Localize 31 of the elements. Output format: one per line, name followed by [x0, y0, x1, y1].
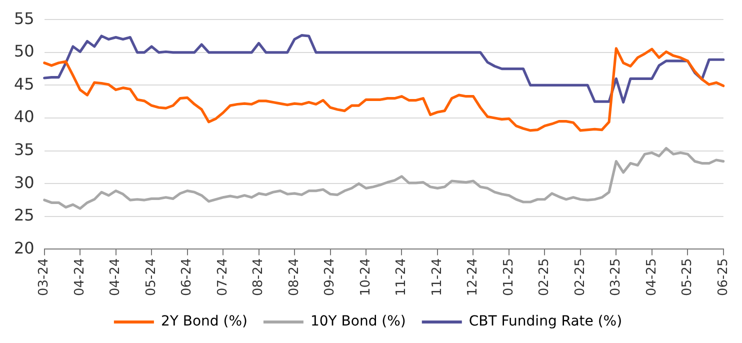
- y-tick-label: 25: [14, 206, 34, 225]
- x-tick-label: 08-24: [251, 258, 266, 296]
- x-tick-label: 11-24: [430, 258, 445, 296]
- x-tick-label: 04-24: [72, 258, 88, 296]
- x-tick-label: 02-25: [572, 258, 588, 296]
- legend-label: CBT Funding Rate (%): [468, 314, 622, 330]
- y-tick-label: 50: [14, 42, 34, 61]
- x-tick-label: 05-24: [144, 258, 159, 296]
- x-tick-label: 12-24: [466, 258, 481, 296]
- legend-label: 10Y Bond (%): [310, 314, 406, 330]
- x-tick-label: 05-25: [680, 258, 696, 296]
- x-tick-label: 06-24: [180, 258, 195, 296]
- x-tick-label: 03-25: [608, 258, 624, 296]
- x-tick-label: 04-24: [108, 258, 124, 296]
- x-tick-label: 08-24: [286, 258, 302, 296]
- y-tick-label: 20: [14, 238, 34, 258]
- x-tick-label: 11-24: [394, 258, 410, 296]
- legend-label: 2Y Bond (%): [160, 314, 248, 330]
- y-tick-label: 45: [14, 74, 34, 94]
- x-tick-label: 01-25: [501, 258, 516, 296]
- x-tick-label: 09-24: [322, 258, 338, 296]
- x-tick-label: 07-24: [215, 258, 230, 296]
- y-tick-label: 30: [14, 172, 34, 192]
- y-tick-label: 55: [14, 8, 34, 28]
- x-tick-label: 03-24: [36, 258, 52, 296]
- x-tick-label: 10-24: [358, 258, 374, 296]
- x-tick-label: 06-25: [716, 258, 731, 296]
- x-tick-label: 02-25: [537, 258, 552, 296]
- x-tick-label: 04-25: [644, 258, 660, 296]
- y-tick-label: 40: [14, 107, 34, 126]
- y-tick-label: 35: [14, 140, 34, 159]
